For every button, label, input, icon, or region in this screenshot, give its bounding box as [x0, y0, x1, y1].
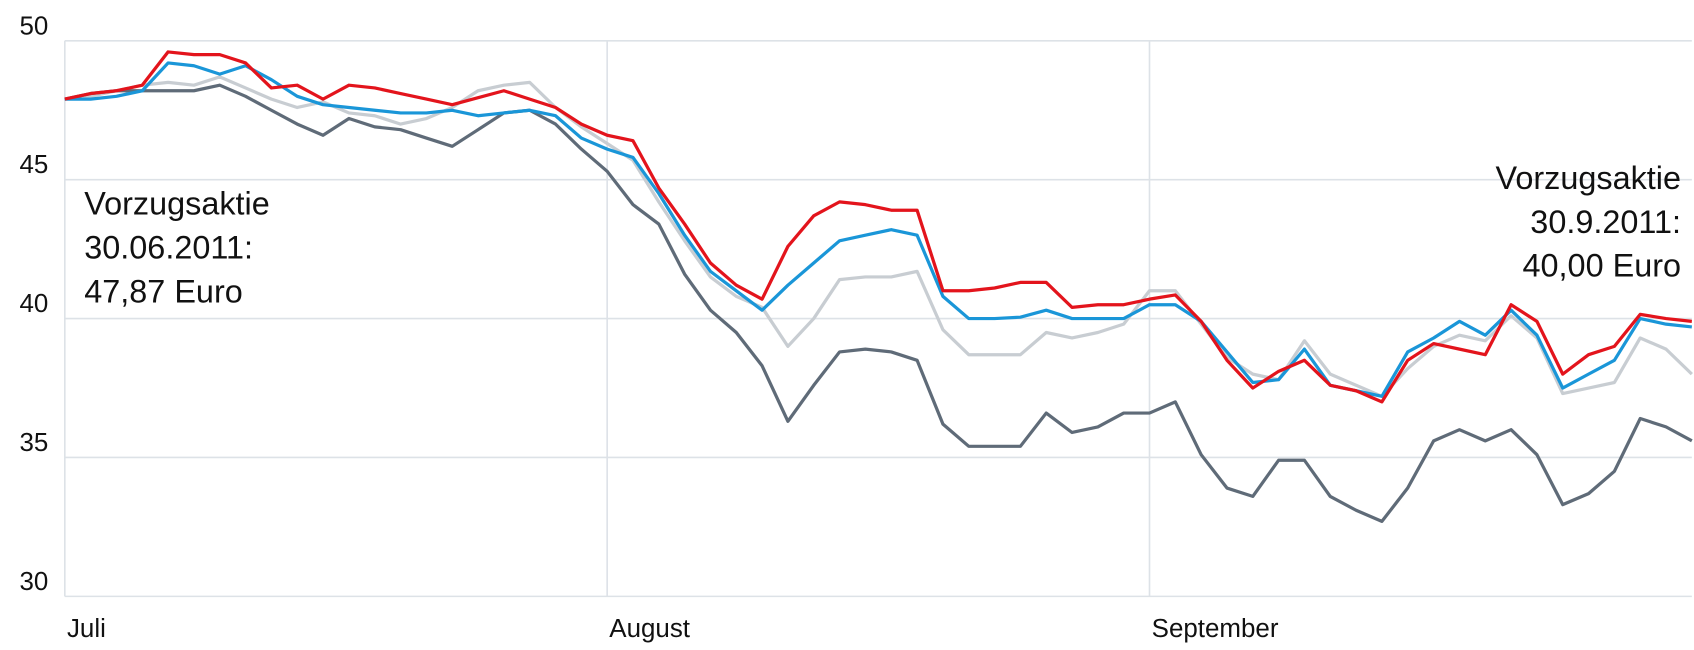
x-tick-label: September — [1152, 615, 1279, 643]
series-line — [64, 75, 1693, 398]
annotation: 47,87 Euro — [84, 274, 243, 310]
y-tick-label: 50 — [19, 12, 48, 40]
annotation: 40,00 Euro — [1523, 248, 1682, 284]
series-line — [64, 61, 1693, 398]
annotation: 30.06.2011: — [84, 230, 253, 266]
x-tick-label: August — [609, 615, 690, 643]
y-tick-label: 40 — [19, 290, 48, 318]
annotation: Vorzugsaktie — [84, 186, 270, 222]
x-tick-label: Juli — [67, 615, 106, 643]
y-tick-label: 35 — [19, 429, 48, 457]
annotation: Vorzugsaktie — [1496, 160, 1682, 196]
y-tick-label: 30 — [19, 568, 48, 596]
series-line — [64, 50, 1693, 404]
y-tick-label: 45 — [19, 151, 48, 179]
annotation: 30.9.2011: — [1530, 204, 1681, 240]
series-line — [64, 83, 1693, 524]
